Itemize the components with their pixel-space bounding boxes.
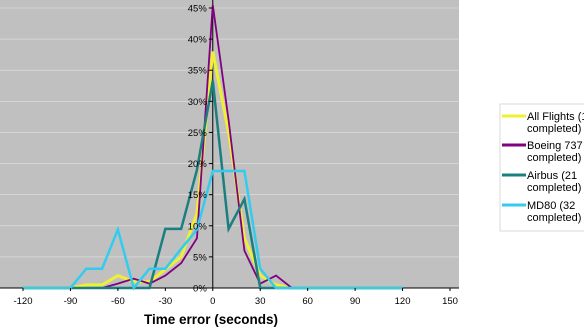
y-tick-label: 5% [193, 252, 207, 263]
legend-label: Airbus (21 [527, 170, 577, 182]
x-tick-label: 150 [442, 296, 458, 307]
y-tick-label: 10% [188, 221, 208, 232]
x-tick-label: -60 [111, 296, 125, 307]
y-tick-label: 35% [188, 66, 208, 77]
y-tick-label: 30% [188, 97, 208, 108]
x-tick-label: -120 [13, 296, 32, 307]
legend-label: Boeing 737 (138 [527, 140, 584, 152]
x-tick-label: 90 [350, 296, 361, 307]
y-tick-label: 15% [188, 190, 208, 201]
y-tick-label: 45% [188, 4, 208, 15]
series-line [23, 169, 403, 291]
legend-label-cont: completed) [527, 182, 581, 194]
x-tick-label: 0 [210, 296, 215, 307]
legend: All Flights (189completed)Boeing 737 (13… [499, 103, 584, 232]
x-tick-label: -90 [64, 296, 78, 307]
series-lines [23, 4, 403, 291]
legend-label: All Flights (189 [527, 111, 584, 123]
x-axis-ticks: -120 -90 -60 -30 0 30 60 90 120 150 [13, 288, 458, 307]
x-tick-label: 60 [302, 296, 313, 307]
legend-label-cont: completed) [527, 152, 581, 164]
y-tick-label: 40% [188, 35, 208, 46]
y-axis-ticks: 0% 5% 10% 15% 20% 25% 30% 35% 40% 45% [188, 4, 213, 295]
x-tick-label: 120 [395, 296, 411, 307]
x-tick-label: -30 [158, 296, 172, 307]
legend-label: MD80 (32 [527, 200, 575, 212]
x-axis-title: Time error (seconds) [144, 312, 278, 327]
y-tick-label: 0% [193, 284, 207, 295]
legend-box [499, 103, 584, 232]
legend-label-cont: completed) [527, 123, 581, 135]
y-tick-label: 20% [188, 159, 208, 170]
y-tick-label: 25% [188, 128, 208, 139]
legend-label-cont: completed) [527, 212, 581, 224]
x-tick-label: 30 [255, 296, 266, 307]
